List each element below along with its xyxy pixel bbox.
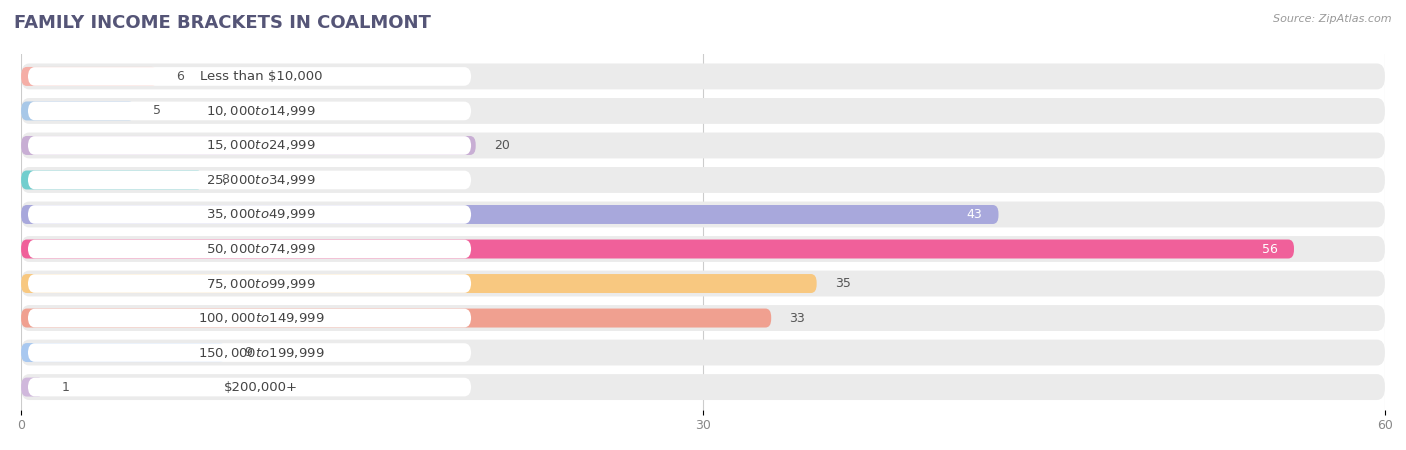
FancyBboxPatch shape	[21, 374, 1385, 400]
Text: 6: 6	[176, 70, 184, 83]
FancyBboxPatch shape	[21, 136, 475, 155]
Text: $10,000 to $14,999: $10,000 to $14,999	[207, 104, 316, 118]
Text: 20: 20	[494, 139, 510, 152]
FancyBboxPatch shape	[21, 167, 1385, 193]
Text: $75,000 to $99,999: $75,000 to $99,999	[207, 276, 316, 291]
FancyBboxPatch shape	[21, 101, 135, 121]
Text: $100,000 to $149,999: $100,000 to $149,999	[198, 311, 325, 325]
FancyBboxPatch shape	[28, 343, 471, 362]
FancyBboxPatch shape	[21, 205, 998, 224]
Text: 9: 9	[243, 346, 252, 359]
FancyBboxPatch shape	[21, 202, 1385, 227]
FancyBboxPatch shape	[28, 274, 471, 293]
Text: $15,000 to $24,999: $15,000 to $24,999	[207, 139, 316, 153]
FancyBboxPatch shape	[28, 102, 471, 120]
FancyBboxPatch shape	[28, 171, 471, 189]
FancyBboxPatch shape	[21, 171, 202, 189]
Text: $35,000 to $49,999: $35,000 to $49,999	[207, 207, 316, 221]
FancyBboxPatch shape	[21, 239, 1294, 258]
FancyBboxPatch shape	[21, 378, 44, 396]
FancyBboxPatch shape	[21, 343, 225, 362]
Text: $150,000 to $199,999: $150,000 to $199,999	[198, 346, 325, 360]
Text: 33: 33	[789, 311, 806, 324]
Text: Less than $10,000: Less than $10,000	[200, 70, 322, 83]
Text: Source: ZipAtlas.com: Source: ZipAtlas.com	[1274, 14, 1392, 23]
FancyBboxPatch shape	[28, 205, 471, 224]
FancyBboxPatch shape	[21, 67, 157, 86]
FancyBboxPatch shape	[28, 136, 471, 155]
Text: 5: 5	[153, 104, 160, 117]
Text: $200,000+: $200,000+	[224, 381, 298, 394]
FancyBboxPatch shape	[21, 274, 817, 293]
Text: FAMILY INCOME BRACKETS IN COALMONT: FAMILY INCOME BRACKETS IN COALMONT	[14, 14, 430, 32]
FancyBboxPatch shape	[21, 98, 1385, 124]
FancyBboxPatch shape	[21, 132, 1385, 158]
FancyBboxPatch shape	[21, 305, 1385, 331]
FancyBboxPatch shape	[28, 240, 471, 258]
Text: 1: 1	[62, 381, 70, 394]
FancyBboxPatch shape	[21, 270, 1385, 297]
FancyBboxPatch shape	[21, 236, 1385, 262]
FancyBboxPatch shape	[28, 309, 471, 327]
Text: $50,000 to $74,999: $50,000 to $74,999	[207, 242, 316, 256]
FancyBboxPatch shape	[28, 378, 471, 396]
Text: $25,000 to $34,999: $25,000 to $34,999	[207, 173, 316, 187]
FancyBboxPatch shape	[21, 63, 1385, 90]
Text: 8: 8	[221, 174, 229, 186]
FancyBboxPatch shape	[21, 309, 772, 328]
FancyBboxPatch shape	[21, 340, 1385, 365]
Text: 56: 56	[1263, 243, 1278, 256]
FancyBboxPatch shape	[28, 67, 471, 86]
Text: 43: 43	[967, 208, 983, 221]
Text: 35: 35	[835, 277, 851, 290]
